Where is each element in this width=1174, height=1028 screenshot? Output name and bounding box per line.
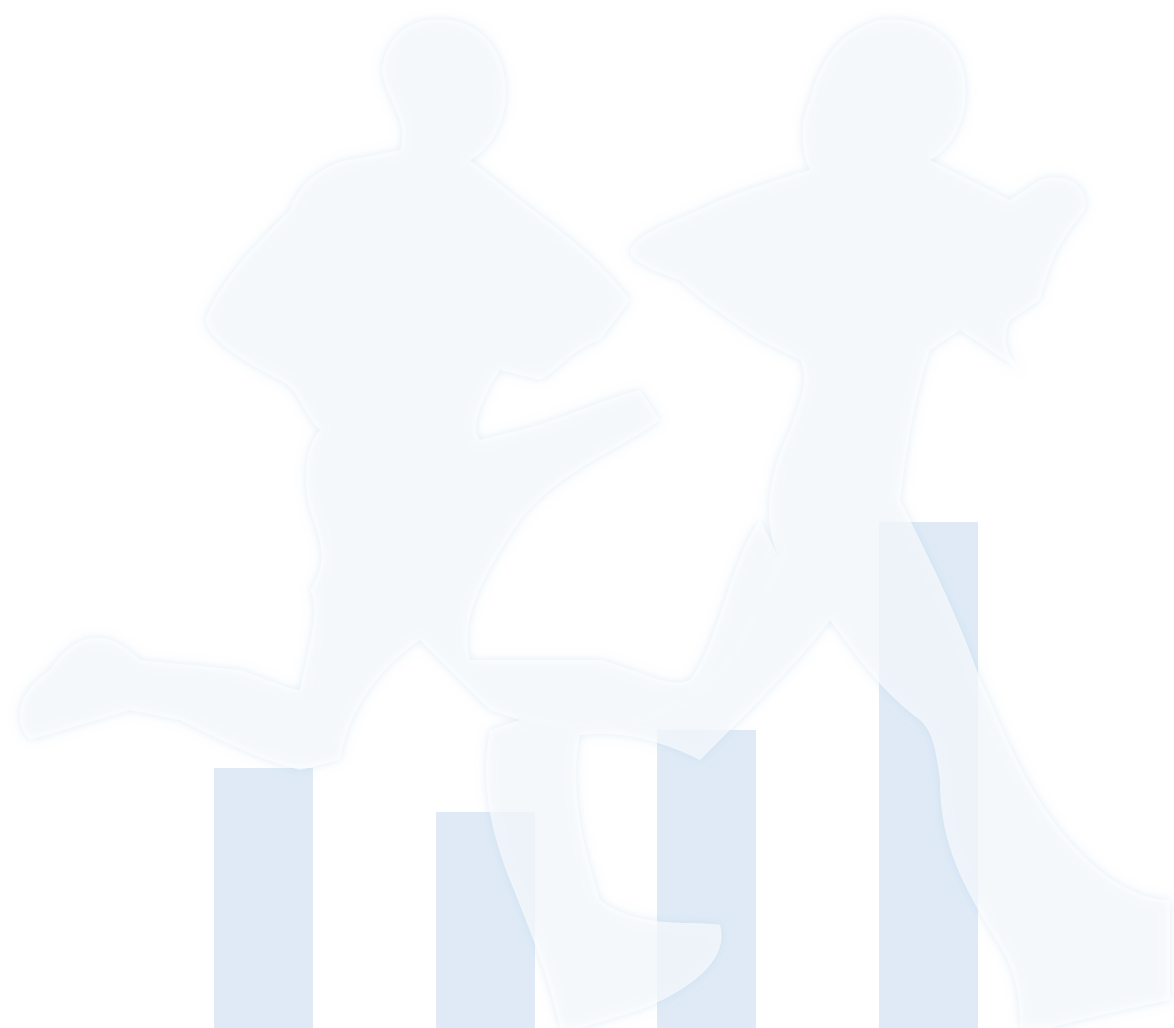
left-runner xyxy=(19,19,781,771)
bar-shape xyxy=(214,768,313,1028)
right-runner xyxy=(486,19,1170,1028)
runner-silhouettes xyxy=(19,19,1170,1028)
